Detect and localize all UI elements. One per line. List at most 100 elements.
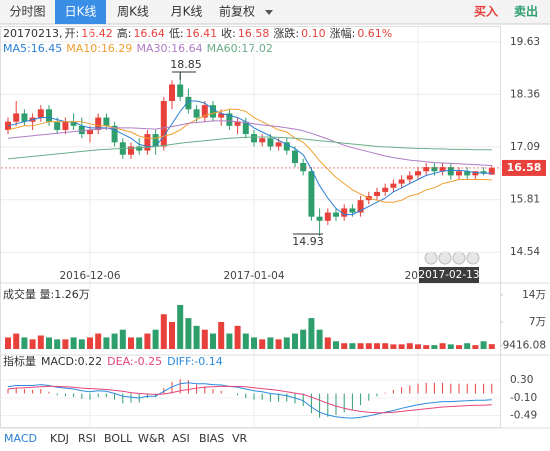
info-label: 涨幅:: [330, 27, 356, 40]
volume-bar: [37, 335, 44, 349]
indicator-tab[interactable]: W&R: [138, 432, 165, 445]
ma-line: [7, 108, 492, 203]
buy-button[interactable]: 买入: [474, 5, 498, 19]
zoom-out[interactable]: [466, 251, 480, 265]
info-label: 低:: [169, 27, 184, 40]
candle-body: [447, 167, 454, 176]
candle-body: [37, 109, 44, 118]
candle-body: [54, 121, 61, 130]
x-tick-label: 2016-12-06: [59, 270, 120, 282]
crosshair-label: 2017-02-13: [418, 269, 479, 281]
volume-bar: [103, 337, 110, 349]
crosshair-tag: [419, 267, 479, 283]
volume-bar: [160, 314, 167, 349]
info-date: 20170213,: [3, 27, 63, 40]
tab[interactable]: 周K线: [117, 5, 149, 19]
y-tick-label: 7万: [529, 316, 546, 328]
sell-button[interactable]: 卖出: [514, 4, 538, 19]
indicator-tab[interactable]: VR: [232, 432, 248, 445]
volume-bar: [87, 337, 93, 349]
annotation: 18.85: [170, 58, 202, 71]
candle-body: [234, 121, 241, 126]
candle-body: [357, 200, 364, 213]
volume-bar: [169, 321, 175, 349]
y-tick-label: 9416.08: [503, 339, 546, 351]
volume-bar: [70, 337, 77, 349]
panel-title: 指标量 MACD:0.22 DEA:-0.25 DIFF:-0.14: [3, 354, 223, 368]
indicator-tab[interactable]: BOLL: [104, 432, 133, 445]
indicator-tab[interactable]: ASI: [172, 432, 190, 445]
volume-bar: [374, 343, 380, 349]
dropdown-arrow: [265, 10, 273, 15]
zoom-left[interactable]: [424, 251, 438, 265]
indicator-tab[interactable]: MACD: [4, 432, 37, 445]
zoom-controls: [424, 251, 480, 265]
legend-entry: DEA:-0.25: [107, 355, 162, 368]
y-tick-label: 14.54: [510, 246, 540, 258]
candle-body: [431, 167, 438, 172]
candle-body: [267, 138, 274, 147]
candle-body: [13, 113, 20, 122]
volume-bar: [193, 325, 200, 349]
candle-body: [415, 171, 421, 176]
volume-bar: [136, 337, 143, 349]
volume-bar: [382, 343, 389, 349]
panel-name: 指标量: [3, 354, 36, 368]
volume-bar: [226, 333, 233, 349]
volume-bar: [62, 339, 69, 349]
y-tick-label: 0.30: [510, 374, 533, 386]
info-value: 16.64: [133, 27, 165, 40]
info-label: 涨跌:: [273, 26, 299, 40]
candle-body: [423, 167, 430, 172]
info-label: 收:: [221, 26, 236, 40]
tab-active-bg: [55, 0, 106, 24]
candle-body: [456, 171, 462, 176]
volume-bar: [210, 333, 216, 349]
candle-body: [70, 121, 77, 126]
tab[interactable]: 前复权: [219, 4, 255, 19]
tab[interactable]: 分时图: [9, 5, 45, 19]
info-value: 16.42: [81, 27, 113, 40]
indicator-tab[interactable]: BIAS: [199, 432, 224, 445]
candle-body: [251, 134, 257, 143]
macd-line: [7, 382, 492, 419]
candle-body: [341, 208, 348, 217]
zoom-right[interactable]: [438, 251, 452, 265]
volume-bar: [365, 343, 372, 349]
volume-bar: [5, 337, 11, 349]
candle-body: [128, 146, 134, 155]
y-tick-label: -0.10: [510, 392, 537, 404]
candle-body: [210, 105, 216, 118]
candle-body: [21, 113, 28, 122]
candle-body: [324, 212, 331, 221]
volume-bar: [398, 344, 405, 349]
indicator-tab[interactable]: RSI: [78, 432, 96, 445]
volume-bar: [480, 341, 487, 349]
legend-entry: MA10:16.29: [66, 42, 132, 55]
ma-line: [7, 100, 492, 216]
info-label: 高:: [117, 26, 132, 40]
y-tick-label: 17.09: [510, 141, 540, 153]
tab[interactable]: 月K线: [171, 5, 203, 19]
candle-body: [46, 109, 52, 122]
volume-bar: [333, 341, 339, 349]
volume-bar: [390, 344, 397, 349]
info-value: 0.10: [301, 27, 326, 40]
volume-bar: [54, 339, 61, 349]
volume-bar: [177, 304, 184, 349]
volume-bar: [78, 339, 85, 349]
candle-body: [218, 113, 225, 118]
candle-body: [374, 191, 380, 197]
candle-body: [177, 84, 184, 97]
candle-body: [111, 125, 118, 143]
candle-body: [488, 167, 495, 175]
tab[interactable]: 日K线: [65, 5, 97, 19]
candle-body: [300, 162, 307, 172]
volume-bar: [185, 318, 192, 349]
indicator-tab[interactable]: KDJ: [50, 432, 69, 445]
x-tick-label: 2017-01-04: [223, 270, 284, 282]
volume-bar: [415, 344, 421, 349]
last-price-tag: [502, 159, 546, 176]
zoom-in[interactable]: [452, 251, 466, 265]
